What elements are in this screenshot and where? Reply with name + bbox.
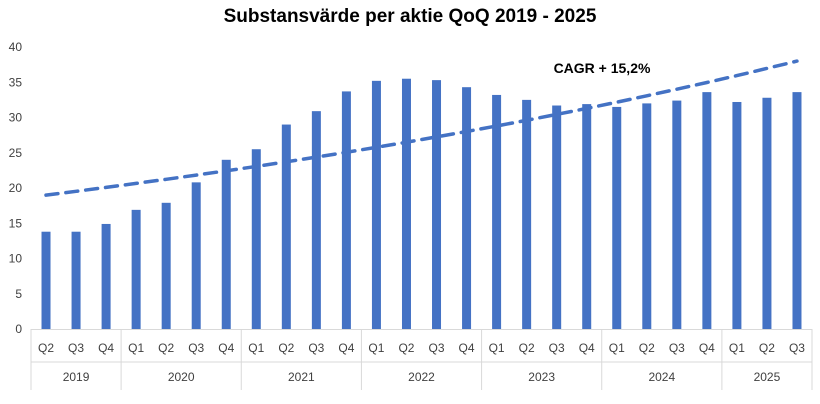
x-tick-label: Q4 <box>579 341 595 355</box>
y-tick-label: 35 <box>9 75 23 89</box>
year-label: 2024 <box>648 370 675 384</box>
x-tick-label: Q1 <box>729 341 745 355</box>
bar <box>672 100 682 329</box>
x-tick-label: Q4 <box>98 341 114 355</box>
bar <box>311 111 321 329</box>
x-tick-label: Q1 <box>489 341 505 355</box>
y-tick-label: 30 <box>9 111 23 125</box>
x-tick-label: Q1 <box>248 341 264 355</box>
bar <box>281 124 291 329</box>
bar <box>401 78 411 329</box>
bar <box>492 94 502 329</box>
x-tick-label: Q2 <box>38 341 54 355</box>
y-tick-label: 40 <box>9 40 23 54</box>
bar <box>432 80 442 329</box>
bar <box>582 104 592 329</box>
x-tick-label: Q1 <box>368 341 384 355</box>
bar <box>41 231 51 329</box>
bar <box>251 149 261 329</box>
x-tick-label: Q4 <box>699 341 715 355</box>
x-tick-label: Q2 <box>519 341 535 355</box>
x-tick-label: Q2 <box>158 341 174 355</box>
trendline <box>44 59 799 197</box>
x-tick-label: Q2 <box>278 341 294 355</box>
x-tick-label: Q3 <box>68 341 84 355</box>
y-tick-label: 20 <box>9 181 23 195</box>
bar <box>732 101 742 330</box>
bar <box>221 159 231 329</box>
bar <box>552 105 562 329</box>
x-tick-label: Q3 <box>308 341 324 355</box>
chart-title: Substansvärde per aktie QoQ 2019 - 2025 <box>223 6 597 27</box>
x-tick-label: Q2 <box>759 341 775 355</box>
bar <box>642 103 652 330</box>
bar <box>522 99 532 329</box>
bar <box>792 92 802 330</box>
x-tick-label: Q4 <box>459 341 475 355</box>
cagr-annotation: CAGR + 15,2% <box>554 60 651 76</box>
year-label: 2022 <box>408 370 435 384</box>
x-tick-label: Q2 <box>639 341 655 355</box>
x-tick-label: Q1 <box>609 341 625 355</box>
x-tick-label: Q4 <box>338 341 354 355</box>
y-tick-label: 5 <box>15 287 22 301</box>
year-label: 2020 <box>168 370 195 384</box>
y-tick-label: 25 <box>9 146 23 160</box>
year-label: 2021 <box>288 370 315 384</box>
x-tick-label: Q3 <box>789 341 805 355</box>
bar <box>161 202 171 329</box>
bar <box>191 182 201 329</box>
bar <box>371 80 381 329</box>
bar <box>612 106 622 329</box>
x-tick-label: Q3 <box>429 341 445 355</box>
y-tick-label: 10 <box>9 252 23 266</box>
y-tick-label: 15 <box>9 216 23 230</box>
y-tick-label: 0 <box>15 322 22 336</box>
bar <box>131 209 141 329</box>
bar <box>341 91 351 329</box>
x-tick-label: Q3 <box>549 341 565 355</box>
year-label: 2019 <box>63 370 90 384</box>
x-tick-label: Q4 <box>218 341 234 355</box>
bar <box>462 87 472 329</box>
bar <box>762 97 772 329</box>
bar <box>71 231 81 329</box>
bar <box>702 92 712 330</box>
bar <box>101 223 111 329</box>
x-tick-label: Q1 <box>128 341 144 355</box>
x-tick-label: Q3 <box>669 341 685 355</box>
year-label: 2023 <box>528 370 555 384</box>
x-tick-label: Q3 <box>188 341 204 355</box>
x-tick-label: Q2 <box>398 341 414 355</box>
year-label: 2025 <box>754 370 781 384</box>
